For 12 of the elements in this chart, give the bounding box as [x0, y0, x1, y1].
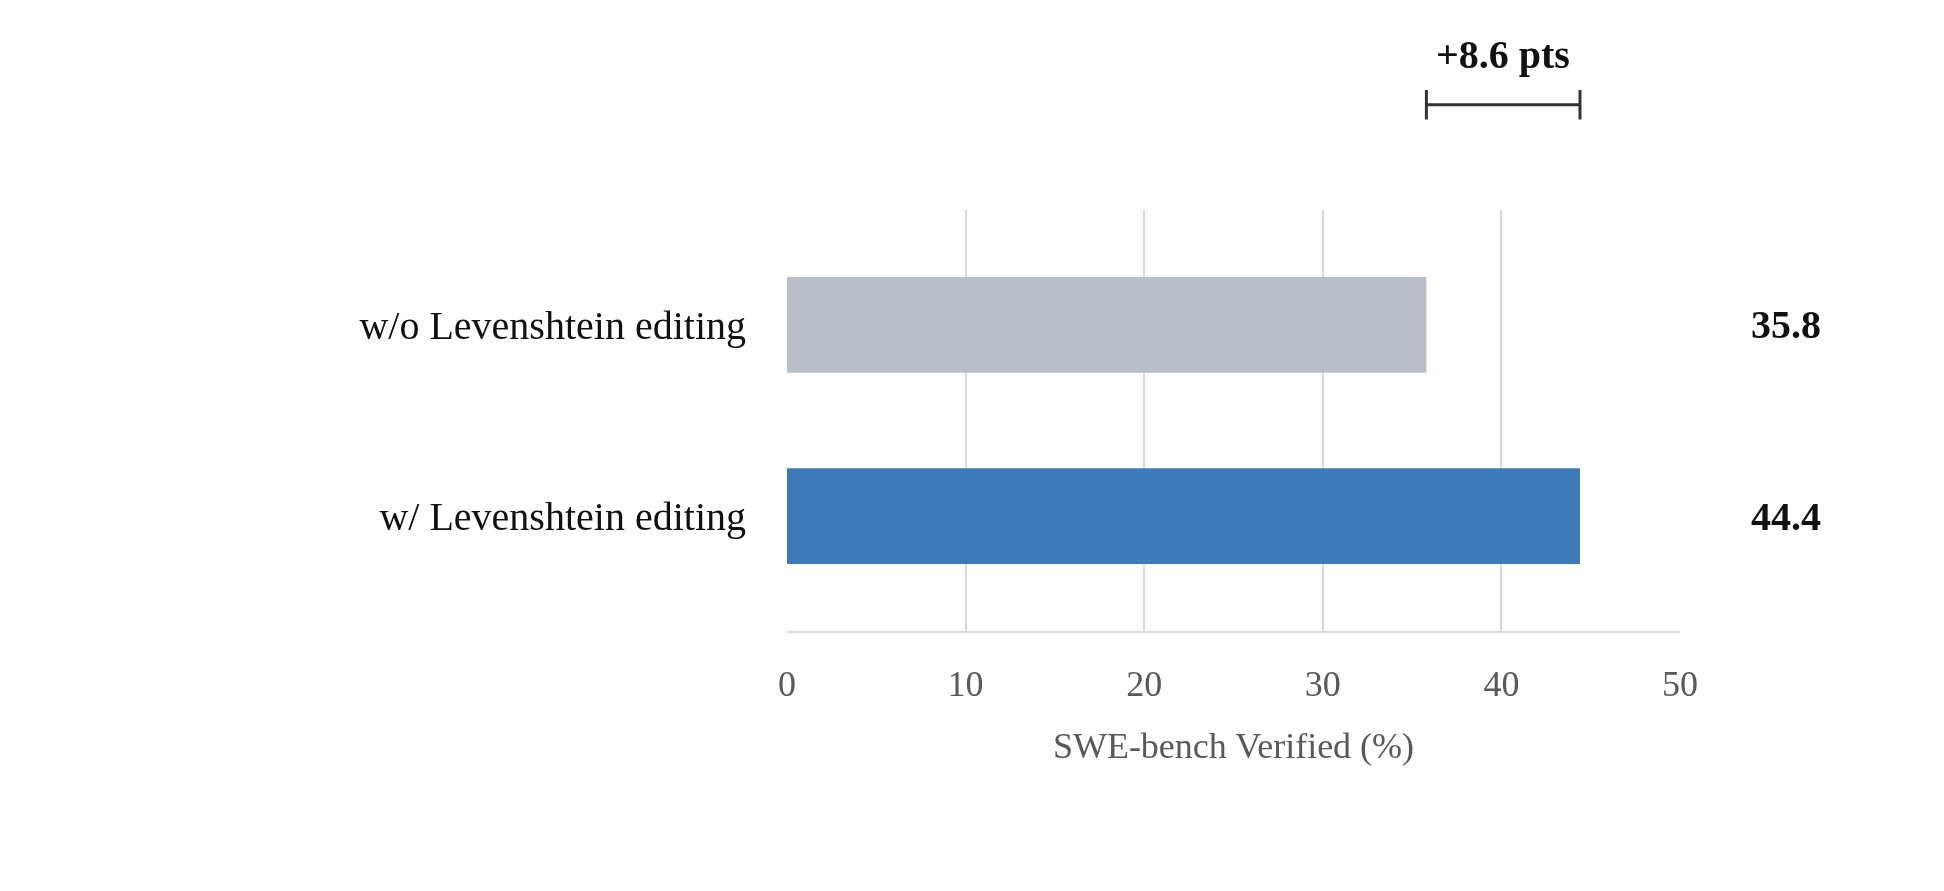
data-label: 35.8	[1751, 302, 1821, 347]
data-label: 44.4	[1751, 494, 1821, 539]
x-axis-title: SWE-bench Verified (%)	[1052, 726, 1415, 767]
x-tick-label: 10	[947, 664, 984, 705]
text: +8.6 pts	[1436, 32, 1570, 77]
y-tick-label: w/ Levenshtein editing	[379, 494, 746, 540]
x-tick-label: 0	[778, 664, 796, 705]
y-tick-label: w/o Levenshtein editing	[359, 302, 746, 348]
x-tick-label: 50	[1662, 664, 1698, 705]
x-tick-label: 40	[1483, 664, 1520, 705]
x-tick-label: 30	[1304, 664, 1341, 705]
x-tick-label: 20	[1126, 664, 1163, 705]
